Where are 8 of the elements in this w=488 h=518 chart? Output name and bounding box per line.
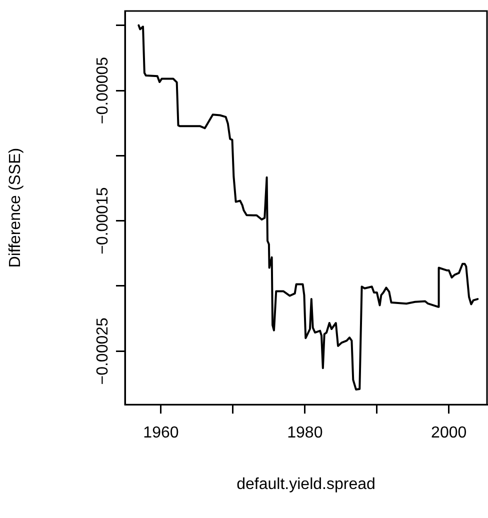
x-tick-label: 2000 xyxy=(431,424,467,442)
x-tick-label: 1960 xyxy=(143,424,179,442)
y-tick-label: −0.00005 xyxy=(94,56,112,124)
y-tick-label: −0.00025 xyxy=(94,317,112,385)
y-axis-title: Difference (SSE) xyxy=(7,148,24,268)
x-axis-title: default.yield.spread xyxy=(236,476,376,493)
x-tick-label: 1980 xyxy=(287,424,323,442)
y-tick-label: −0.00015 xyxy=(94,187,112,254)
